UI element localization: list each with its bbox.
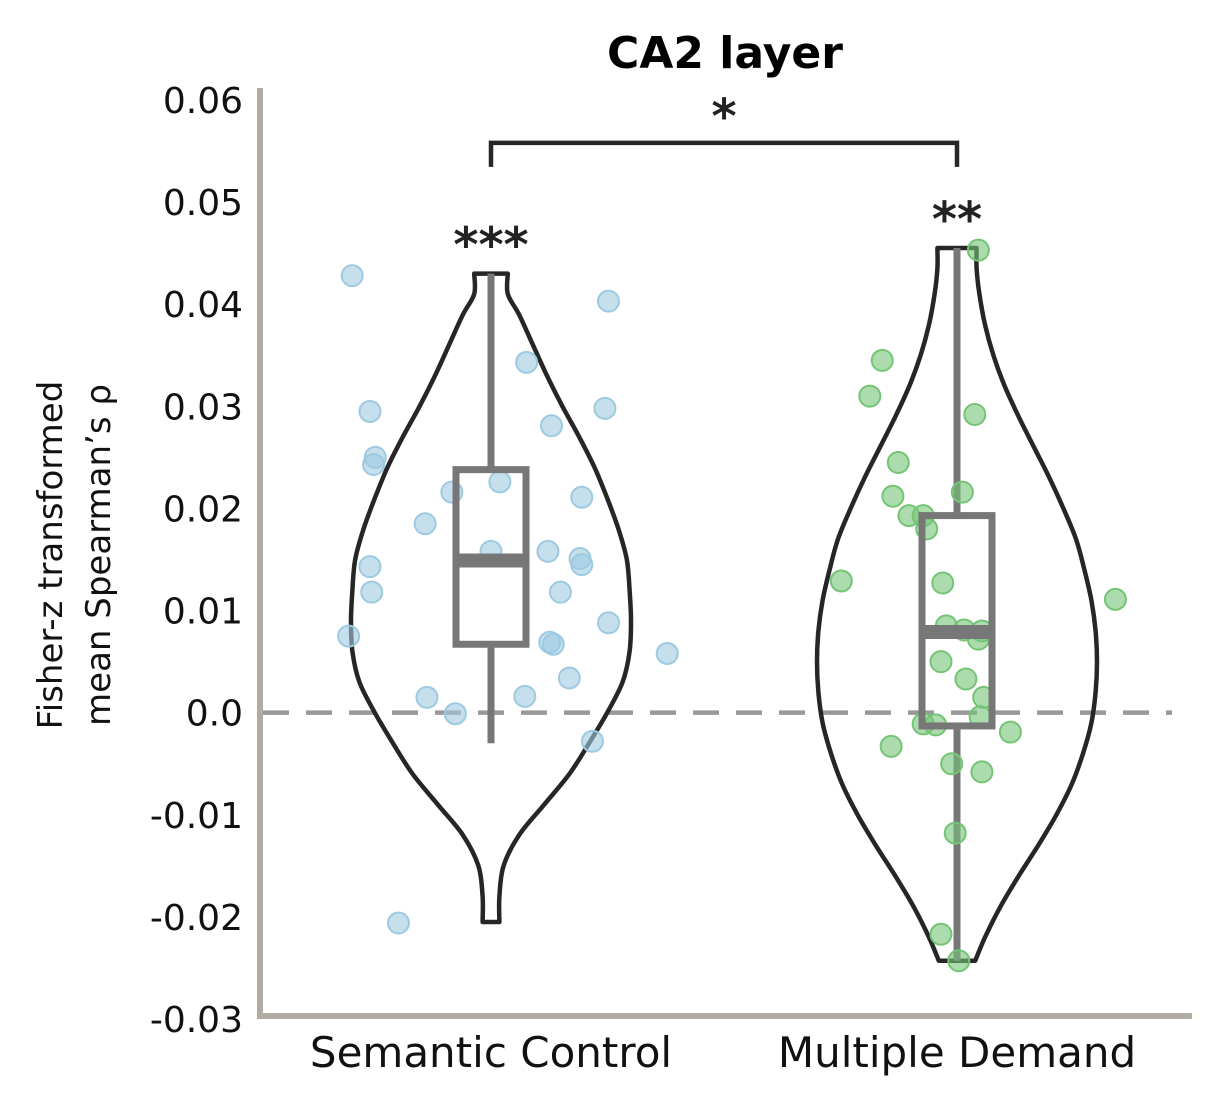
y-axis-label-line1: Fisher-z transformed [31,381,71,730]
data-point [570,485,594,509]
data-point [386,911,410,935]
chart-title: CA2 layer [607,28,843,79]
data-point [1103,587,1127,611]
data-point [358,399,382,423]
x-category-label: Semantic Control [310,1028,672,1077]
data-point [538,630,562,654]
comparison-bracket [488,140,960,167]
data-point [655,641,679,665]
data-point [593,396,617,420]
data-point [580,729,604,753]
data-point [970,760,994,784]
y-tick-label: 0.04 [163,285,243,326]
comparison-significance-label: * [711,89,736,145]
y-tick-label: 0.03 [163,387,243,428]
y-tick-label: 0.0 [186,694,243,735]
data-point [513,684,537,708]
data-point [557,666,581,690]
data-point [536,539,560,563]
data-point [929,650,953,674]
y-tick-label: -0.03 [150,1000,243,1041]
y-tick-label: -0.02 [150,898,243,939]
y-tick-label: 0.01 [163,592,243,633]
data-point [931,571,955,595]
violin-outline [814,245,1100,964]
data-point [340,264,364,288]
data-point [940,752,964,776]
data-point [548,580,572,604]
data-point [443,702,467,726]
significance-label: ** [932,192,982,248]
data-point [950,480,974,504]
data-point [858,384,882,408]
y-tick-label: 0.06 [163,81,243,122]
data-point [362,453,386,477]
data-point [515,350,539,374]
data-point [488,470,512,494]
data-point [947,949,971,973]
violin-outline [348,271,634,925]
data-point [596,611,620,635]
y-tick-label: 0.05 [163,183,243,224]
data-point [879,734,903,758]
y-tick-label: 0.02 [163,489,243,530]
data-point [929,922,953,946]
data-point [886,450,910,474]
y-tick-label: -0.01 [150,796,243,837]
data-point [570,553,594,577]
data-point [358,555,382,579]
data-point [337,624,361,648]
data-point [596,289,620,313]
data-point [540,414,564,438]
x-category-label: Multiple Demand [778,1028,1136,1077]
plot-area: -0.03 -0.02 -0.01 0.0 0.01 0.02 0.03 0.04 0.05 0.… [150,81,1192,1077]
data-point [829,569,853,593]
data-point [415,685,439,709]
data-point [998,720,1022,744]
data-point [963,403,987,427]
data-point [413,512,437,536]
data-point [870,348,894,372]
data-point [954,667,978,691]
data-point [360,580,384,604]
data-point [966,238,990,262]
iqr-box [918,512,996,730]
y-axis-label: Fisher-z transformed mean Spearman’s ρ [31,381,119,730]
data-point [881,484,905,508]
significance-label: *** [453,218,528,274]
y-axis-label-line2: mean Spearman’s ρ [79,384,119,726]
data-point [943,821,967,845]
